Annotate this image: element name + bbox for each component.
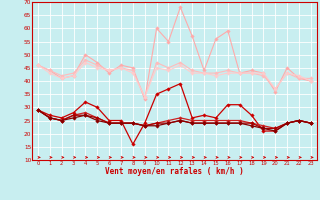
X-axis label: Vent moyen/en rafales ( km/h ): Vent moyen/en rafales ( km/h ) <box>105 167 244 176</box>
